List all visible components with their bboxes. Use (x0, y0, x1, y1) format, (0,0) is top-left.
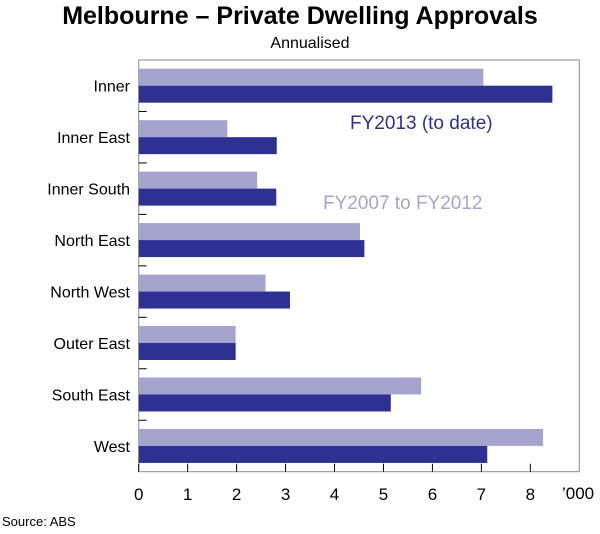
bar-inner-series-1 (138, 85, 553, 103)
bar-west-series-0 (138, 428, 544, 446)
bar-inner-south-series-1 (138, 188, 277, 206)
x-tick-label: 7 (477, 485, 486, 504)
x-unit-label: ’000 (562, 484, 594, 503)
category-label: Inner (94, 79, 131, 96)
category-label: Outer East (54, 336, 131, 353)
category-label: Inner South (47, 182, 130, 199)
legend-fy2013: FY2013 (to date) (350, 113, 493, 134)
bar-outer-east-series-1 (138, 343, 236, 361)
x-tick-label: 0 (134, 485, 143, 504)
bar-south-east-series-1 (138, 394, 391, 412)
category-label: North West (50, 285, 130, 302)
legend-fy2007-2012: FY2007 to FY2012 (323, 193, 483, 214)
bar-inner-south-series-0 (138, 171, 258, 189)
bar-inner-series-0 (138, 68, 484, 86)
bar-north-west-series-1 (138, 291, 290, 309)
bar-north-east-series-0 (138, 223, 360, 241)
chart-title: Melbourne – Private Dwelling Approvals (62, 2, 538, 30)
x-tick-label: 1 (183, 485, 192, 504)
bar-inner-east-series-0 (138, 120, 228, 138)
category-label: West (94, 439, 131, 456)
bar-north-east-series-1 (138, 240, 365, 258)
x-tick-label: 2 (232, 485, 241, 504)
category-label: Inner East (57, 130, 130, 147)
x-tick-label: 6 (428, 485, 437, 504)
bar-west-series-1 (138, 445, 488, 463)
chart-subtitle: Annualised (270, 35, 349, 52)
category-label: North East (54, 233, 130, 250)
x-tick-label: 5 (379, 485, 388, 504)
bar-south-east-series-0 (138, 377, 422, 395)
bar-outer-east-series-0 (138, 326, 236, 344)
x-tick-label: 3 (281, 485, 290, 504)
x-tick-label: 4 (330, 485, 339, 504)
category-label: South East (52, 388, 131, 405)
bar-north-west-series-0 (138, 274, 266, 292)
x-tick-label: 8 (526, 485, 535, 504)
bar-inner-east-series-1 (138, 137, 277, 155)
source-note: Source: ABS (2, 514, 76, 529)
